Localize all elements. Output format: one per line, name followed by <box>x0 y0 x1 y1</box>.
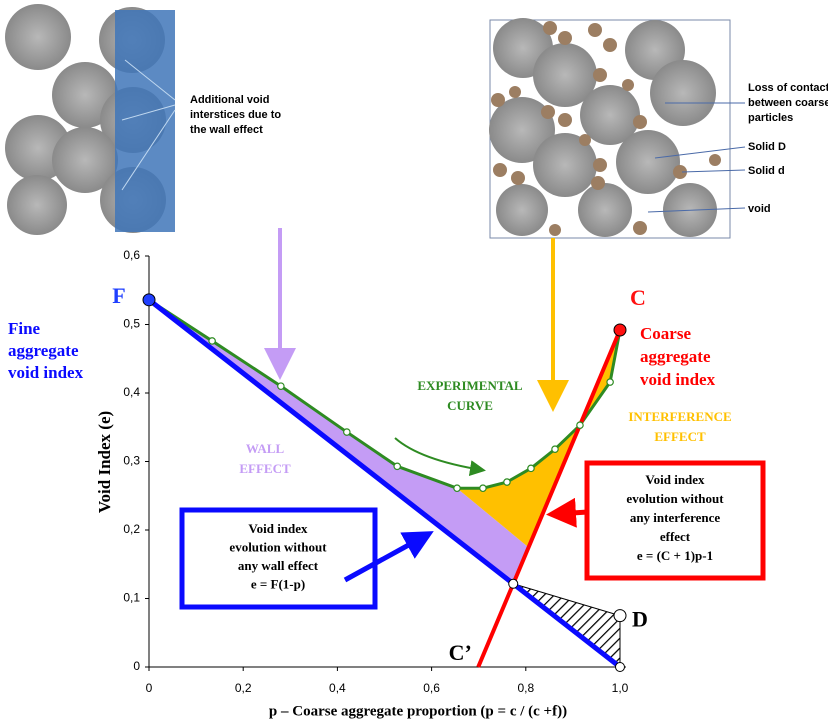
packing-illustration <box>489 18 745 238</box>
chart: 0 0,1 0,2 0,3 0,4 0,5 0,6 0 0,2 0,4 0,6 0,8 1,0 p – C… <box>0 0 828 724</box>
experimental-point <box>577 422 583 428</box>
annotation-text: void index <box>640 370 716 389</box>
point-label: D <box>632 607 648 632</box>
annotation-text: Loss of contact <box>748 82 828 94</box>
x-tick-label: 0,2 <box>235 681 252 695</box>
point-label: F <box>112 283 125 308</box>
wall-effect-illustration <box>5 4 175 235</box>
annotation-text: between coarse <box>748 97 828 109</box>
annotation-text: Void index <box>645 472 705 487</box>
experimental-point <box>504 479 510 485</box>
y-axis-label: Void Index (e) <box>95 411 114 513</box>
annotation-text: e = (C + 1)p-1 <box>637 548 713 563</box>
annotation-text: EFFECT <box>239 461 291 476</box>
x-tick-label: 0,6 <box>423 681 440 695</box>
annotation-text: EFFECT <box>654 429 706 444</box>
annotation-text: EXPERIMENTAL <box>417 378 523 393</box>
annotation-text: Coarse <box>640 324 691 343</box>
annotation-text: e = F(1-p) <box>251 576 305 591</box>
experimental-point <box>394 463 400 469</box>
annotation-text: evolution without <box>626 491 724 506</box>
y-tick-label: 0,6 <box>123 248 140 262</box>
annotation-text: evolution without <box>229 539 327 554</box>
x-axis-label: p – Coarse aggregate proportion (p = c /… <box>269 703 567 719</box>
experimental-point <box>209 338 215 344</box>
point-label: C’ <box>449 640 472 665</box>
annotation-text: Fine <box>8 319 41 338</box>
point-label: C <box>630 285 646 310</box>
y-tick-label: 0,5 <box>123 317 140 331</box>
experimental-point <box>552 446 558 452</box>
annotation-text: void <box>748 203 771 215</box>
y-tick-label: 0,2 <box>123 522 140 536</box>
annotation-text: Solid D <box>748 141 786 153</box>
y-tick-label: 0 <box>133 659 140 673</box>
annotation-text: Void index <box>248 521 308 536</box>
annotation-text: WALL <box>246 441 285 456</box>
annotation-text: the wall effect <box>190 124 263 136</box>
experimental-point <box>278 383 284 389</box>
experimental-point <box>344 429 350 435</box>
experimental-point <box>454 485 460 491</box>
annotation-text: aggregate <box>640 347 711 366</box>
labelled-point <box>143 294 155 306</box>
x-tick-label: 1,0 <box>612 681 629 695</box>
experimental-point <box>480 485 486 491</box>
y-tick-label: 0,1 <box>123 591 140 605</box>
annotation-text: INTERFERENCE <box>628 409 731 424</box>
annotation-text: any wall effect <box>238 558 319 573</box>
annotation-text: any interference <box>630 510 721 525</box>
experimental-point <box>607 379 613 385</box>
annotation-text: effect <box>660 529 691 544</box>
x-tick-label: 0,4 <box>329 681 346 695</box>
annotation-text: particles <box>748 112 793 124</box>
y-tick-label: 0,4 <box>123 385 140 399</box>
annotation-text: Additional void <box>190 94 269 106</box>
x-tick-label: 0 <box>146 681 153 695</box>
y-tick-label: 0,3 <box>123 454 140 468</box>
annotation-text: interstices due to <box>190 109 281 121</box>
experimental-point <box>528 465 534 471</box>
labelled-point <box>614 324 626 336</box>
annotation-text: aggregate <box>8 341 79 360</box>
end-point <box>616 663 625 672</box>
intersection-point <box>509 579 518 588</box>
annotation-text: Solid d <box>748 165 785 177</box>
page: {"chart_data": { "type": "line", "x_labe… <box>0 0 828 724</box>
x-tick-label: 0,8 <box>517 681 534 695</box>
labelled-point <box>614 610 626 622</box>
annotation-text: void index <box>8 363 84 382</box>
annotation-text: CURVE <box>447 398 493 413</box>
